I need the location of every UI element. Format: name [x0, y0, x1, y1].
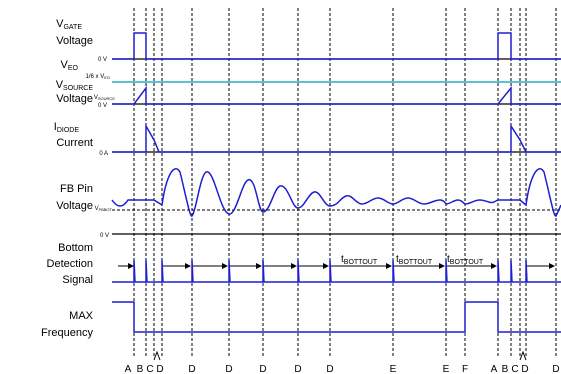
svg-text:Bottom: Bottom: [58, 242, 93, 254]
tbottout-label: tBOTTOUT: [341, 254, 378, 266]
vsource-trace: [112, 85, 561, 105]
marker-d: D: [259, 364, 266, 374]
marker-b: B: [137, 364, 144, 374]
marker-e: E: [443, 364, 450, 374]
vgate-label: VGATE Voltage: [56, 18, 93, 47]
marker-d: D: [156, 364, 163, 374]
marker-d: D: [552, 364, 559, 374]
caret-mark: [153, 350, 161, 361]
marker-c: C: [146, 364, 153, 374]
fb-zero-label: 0 V: [100, 233, 109, 239]
veo-reference-label: 1/6 x VEO: [86, 74, 110, 80]
vsource-reference-label: VSOURCE: [94, 95, 115, 101]
marker-c: C: [511, 364, 518, 374]
tbottout-label: tBOTTOUT: [396, 254, 433, 266]
marker-d: D: [294, 364, 301, 374]
svg-text:FB Pin: FB Pin: [60, 183, 93, 195]
svg-text:Frequency: Frequency: [41, 327, 93, 339]
idiode-label: IDIODE Current: [54, 121, 93, 149]
event-marker-row: A B C D D D D D D E E F A B C D D: [125, 364, 560, 374]
baselines: [112, 58, 561, 235]
svg-text:Current: Current: [56, 137, 93, 149]
vgate-trace: [112, 32, 561, 60]
svg-text:VGATE: VGATE: [56, 18, 82, 31]
marker-d: D: [326, 364, 333, 374]
fb-reference-label: VFBBOT: [95, 206, 113, 212]
vsource-zero-label: 0 V: [98, 103, 107, 109]
svg-text:IDIODE: IDIODE: [54, 121, 80, 134]
caret-marks: [153, 350, 527, 361]
traces: [111, 32, 561, 333]
fb-label: FB Pin Voltage: [56, 183, 93, 212]
idiode-zero-label: 0 A: [99, 151, 108, 157]
marker-a: A: [125, 364, 132, 374]
tbottout-label: tBOTTOUT: [447, 254, 484, 266]
idiode-trace: [112, 123, 561, 153]
svg-text:Voltage: Voltage: [56, 35, 93, 47]
svg-text:Signal: Signal: [62, 274, 93, 286]
event-guides: [133, 8, 557, 358]
marker-d: D: [225, 364, 232, 374]
marker-f: F: [462, 364, 468, 374]
detect-label: Bottom Detection Signal: [47, 242, 93, 286]
marker-d: D: [521, 364, 528, 374]
vgate-zero-label: 0 V: [98, 57, 107, 63]
svg-text:Voltage: Voltage: [56, 93, 93, 105]
marker-d: D: [188, 364, 195, 374]
marker-b: B: [502, 364, 509, 374]
caret-mark: [519, 350, 527, 361]
fb-pin-trace: [111, 168, 561, 217]
maxfreq-trace: [112, 301, 561, 333]
marker-a: A: [491, 364, 498, 374]
vsource-label: VSOURCE Voltage: [56, 79, 94, 105]
svg-text:Detection: Detection: [47, 258, 93, 270]
detection-trace: [112, 259, 561, 283]
veo-label: VEO: [61, 59, 79, 72]
svg-text:VEO: VEO: [61, 59, 79, 72]
svg-text:MAX: MAX: [69, 310, 94, 322]
maxfreq-label: MAX Frequency: [41, 310, 94, 339]
marker-e: E: [390, 364, 397, 374]
svg-text:Voltage: Voltage: [56, 200, 93, 212]
svg-text:VSOURCE: VSOURCE: [56, 79, 94, 92]
